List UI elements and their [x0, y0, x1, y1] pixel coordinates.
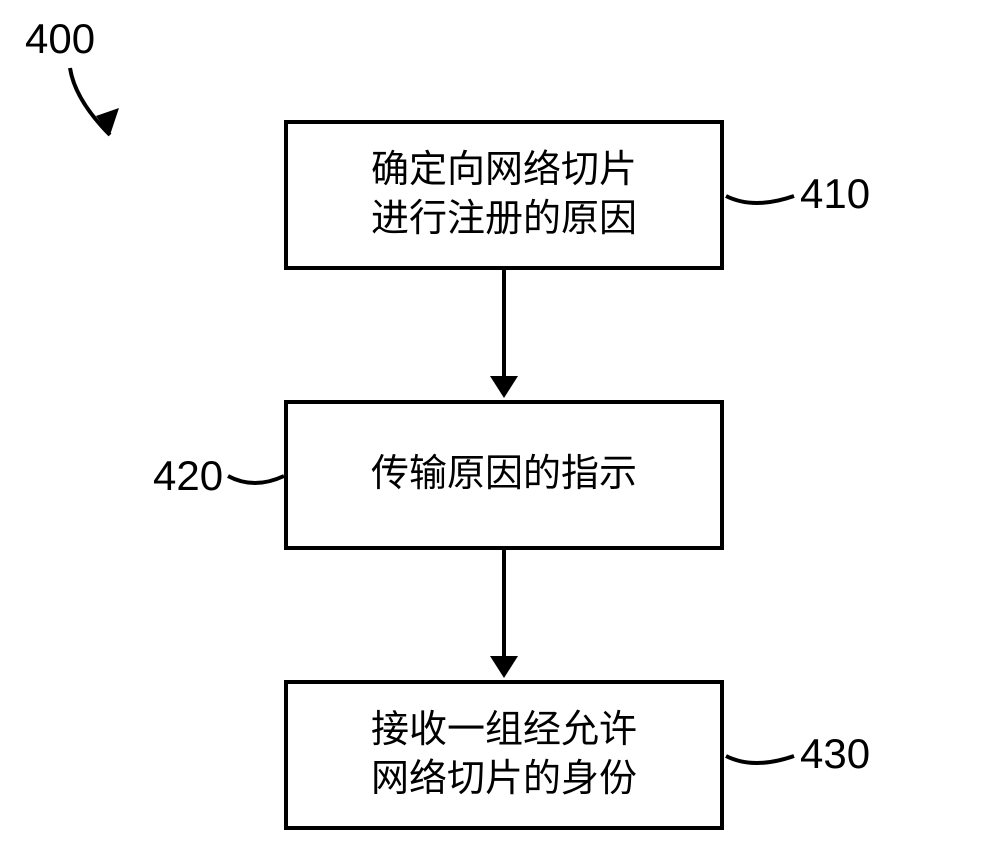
figure-number-label: 400: [25, 15, 95, 63]
flow-step-3: 接收一组经允许 网络切片的身份: [284, 680, 724, 830]
arrow-1-line: [502, 270, 506, 378]
flow-step-3-line2: 网络切片的身份: [371, 755, 637, 804]
ref-num-410: 410: [800, 170, 870, 218]
arrow-2-head: [490, 656, 518, 678]
ref-tick-410: [724, 186, 804, 216]
flow-step-3-line1: 接收一组经允许: [371, 706, 637, 755]
flow-step-1-line1: 确定向网络切片: [371, 146, 637, 195]
flow-step-1-line2: 进行注册的原因: [371, 195, 637, 244]
ref-tick-420: [226, 466, 288, 496]
flow-step-2: 传输原因的指示: [284, 400, 724, 550]
figure-number-arrow: [55, 60, 145, 160]
arrow-2-line: [502, 550, 506, 658]
ref-num-430: 430: [800, 730, 870, 778]
ref-tick-430: [724, 746, 804, 776]
flow-step-2-line1: 传输原因的指示: [371, 450, 637, 499]
arrow-1-head: [490, 376, 518, 398]
flow-step-1: 确定向网络切片 进行注册的原因: [284, 120, 724, 270]
flowchart-canvas: 400 确定向网络切片 进行注册的原因 410 传输原因的指示 420 接收一组…: [0, 0, 1000, 867]
ref-num-420: 420: [153, 452, 223, 500]
